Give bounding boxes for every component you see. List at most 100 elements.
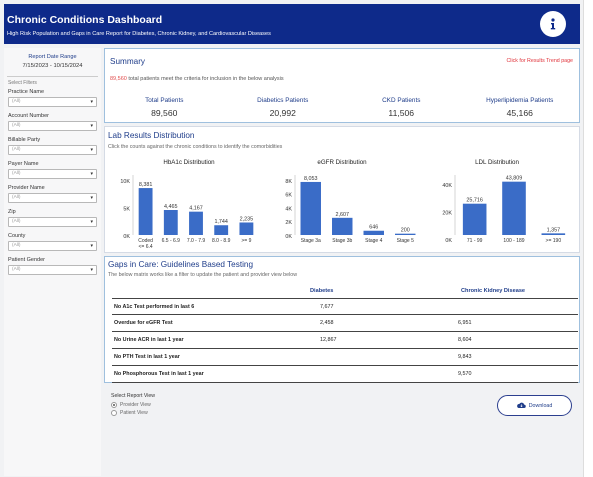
radio-provider-view[interactable]: Provider View xyxy=(111,402,155,408)
filter-dropdown[interactable]: (All) ▾ xyxy=(8,240,97,251)
report-view-title: Select Report View xyxy=(111,393,156,399)
filter-dropdown[interactable]: (All) ▾ xyxy=(8,168,97,179)
y-tick-label: 0K xyxy=(445,238,452,244)
filter-label: Payer Name xyxy=(8,160,39,167)
gaps-title: Gaps in Care: Guidelines Based Testing xyxy=(108,260,254,269)
x-tick-label: Stage 5 xyxy=(397,238,414,244)
gaps-row-label: No Urine ACR in last 1 year xyxy=(114,337,184,343)
egfr-chart-title: eGFR Distribution xyxy=(317,159,367,166)
filter-dropdown[interactable]: (All) ▾ xyxy=(8,192,97,203)
bar-value-label: 2,607 xyxy=(336,212,350,218)
kpi-value: 11,506 xyxy=(388,108,415,118)
filter-account-number: Account Number (All) ▾ xyxy=(8,113,97,131)
bar-value-label: 200 xyxy=(401,228,410,234)
kpi-diabetics-patients[interactable]: Diabetics Patients 20,992 xyxy=(224,97,343,118)
gaps-row[interactable]: No Phosphorous Test in last 1 year 9,570 xyxy=(112,366,578,383)
radio-button-selected[interactable] xyxy=(111,402,117,408)
gaps-row-label: No PTH Test in last 1 year xyxy=(114,354,180,360)
summary-note-count: 89,560 xyxy=(110,76,127,82)
filter-dropdown[interactable]: (All) ▾ xyxy=(8,120,97,131)
kpi-ckd-patients[interactable]: CKD Patients 11,506 xyxy=(342,97,461,118)
x-tick-label: <= 6.4 xyxy=(139,244,153,250)
hba1c-distribution-chart: 10K 5K 0K 8,381 Coded<= 6.4 4,465 6.5 - 6.9 4,1… xyxy=(120,175,254,250)
results-trend-link[interactable]: Click for Results Trend page xyxy=(506,58,573,64)
kpi-label: Diabetics Patients xyxy=(257,97,309,104)
filter-provider-name: Provider Name (All) ▾ xyxy=(8,185,97,203)
gaps-row[interactable]: No Urine ACR in last 1 year 12,867 8,604 xyxy=(112,332,578,349)
chevron-down-icon: ▾ xyxy=(90,218,93,225)
gaps-cell-ckd[interactable]: 9,843 xyxy=(458,354,472,360)
download-button[interactable]: Download xyxy=(497,395,572,416)
filter-dropdown[interactable]: (All) ▾ xyxy=(8,216,97,227)
gaps-row[interactable]: No A1c Test performed in last 6 7,677 xyxy=(112,298,578,315)
dashboard-title: Chronic Conditions Dashboard xyxy=(7,14,163,26)
chart-bar[interactable] xyxy=(300,181,321,235)
chart-bar[interactable] xyxy=(163,209,178,235)
kpi-value: 89,560 xyxy=(151,108,178,118)
chart-bar[interactable] xyxy=(189,211,203,235)
gaps-row[interactable]: Overdue for eGFR Test 2,458 6,951 xyxy=(112,315,578,332)
kpi-hyperlipidemia-patients[interactable]: Hyperlipidemia Patients 45,166 xyxy=(461,97,580,118)
filter-dropdown[interactable]: (All) ▾ xyxy=(8,264,97,275)
gaps-cell-diabetes[interactable]: 7,677 xyxy=(320,304,334,310)
chart-bar[interactable] xyxy=(214,225,229,235)
gaps-in-care-panel: Gaps in Care: Guidelines Based Testing T… xyxy=(104,256,580,383)
x-tick-label: Stage 3b xyxy=(332,238,352,244)
bar-value-label: 1,744 xyxy=(214,219,228,225)
filter-practice-name: Practice Name (All) ▾ xyxy=(8,89,97,107)
gaps-cell-ckd[interactable]: 9,570 xyxy=(458,371,472,377)
chevron-down-icon: ▾ xyxy=(90,146,93,153)
filter-billable-party: Billable Party (All) ▾ xyxy=(8,137,97,155)
bar-value-label: 2,235 xyxy=(240,216,254,222)
gaps-row-label: No Phosphorous Test in last 1 year xyxy=(114,371,204,377)
chart-bar[interactable] xyxy=(332,217,353,235)
y-tick-label: 5K xyxy=(123,206,130,212)
gaps-cell-ckd[interactable]: 8,604 xyxy=(458,337,472,343)
summary-note-text: total patients meet the criteria for inc… xyxy=(126,76,284,82)
filter-value: (All) xyxy=(12,219,21,225)
radio-label: Provider View xyxy=(120,402,151,408)
filter-label: Practice Name xyxy=(8,88,45,95)
lab-results-title: Lab Results Distribution xyxy=(108,131,195,140)
report-date-value: 7/15/2023 - 10/15/2024 xyxy=(22,62,83,69)
filter-value: (All) xyxy=(12,147,21,153)
chart-bar[interactable] xyxy=(541,233,566,235)
lab-results-panel: Lab Results Distribution Click the count… xyxy=(104,126,580,253)
chart-bar[interactable] xyxy=(363,230,384,235)
kpi-row: Total Patients 89,560 Diabetics Patients… xyxy=(105,97,579,118)
radio-patient-view[interactable]: Patient View xyxy=(111,410,155,416)
download-label: Download xyxy=(528,402,553,409)
x-tick-label: Coded xyxy=(138,238,153,244)
chart-bar[interactable] xyxy=(138,188,153,235)
filter-label: Patient Gender xyxy=(8,256,45,263)
y-tick-label: 6K xyxy=(285,193,292,199)
gaps-cell-diabetes[interactable]: 12,867 xyxy=(320,337,337,343)
chart-bar[interactable] xyxy=(395,233,416,235)
x-tick-label: >= 190 xyxy=(546,238,562,244)
filter-label: County xyxy=(8,232,26,239)
ldl-chart-title: LDL Distribution xyxy=(475,159,519,166)
radio-button[interactable] xyxy=(111,410,117,416)
x-tick-label: Stage 4 xyxy=(365,238,382,244)
y-tick-label: 8K xyxy=(285,179,292,185)
chart-bar[interactable] xyxy=(502,181,526,235)
bar-value-label: 43,809 xyxy=(506,176,523,182)
chevron-down-icon: ▾ xyxy=(90,98,93,105)
chart-bar[interactable] xyxy=(239,222,254,235)
filter-value: (All) xyxy=(12,267,21,273)
ldl-distribution-chart: 40K 20K 0K 25,716 71 - 99 43,809 100 - 189 1,35… xyxy=(442,175,566,244)
col-header-diabetes: Diabetes xyxy=(310,288,334,294)
gaps-row-label: No A1c Test performed in last 6 xyxy=(114,304,195,310)
sidebar-divider xyxy=(7,75,98,77)
filter-payer-name: Payer Name (All) ▾ xyxy=(8,161,97,179)
gaps-subtitle: The below matrix works like a filter to … xyxy=(108,272,298,278)
filter-dropdown[interactable]: (All) ▾ xyxy=(8,96,97,107)
report-date-range: Report Date Range 7/15/2023 - 10/15/2024 xyxy=(4,54,101,70)
gaps-cell-ckd[interactable]: 6,951 xyxy=(458,320,472,326)
gaps-cell-diabetes[interactable]: 2,458 xyxy=(320,320,334,326)
info-icon[interactable] xyxy=(540,11,566,37)
kpi-total-patients[interactable]: Total Patients 89,560 xyxy=(105,97,224,118)
gaps-row[interactable]: No PTH Test in last 1 year 9,843 xyxy=(112,349,578,366)
filter-dropdown[interactable]: (All) ▾ xyxy=(8,144,97,155)
chart-bar[interactable] xyxy=(462,203,487,235)
